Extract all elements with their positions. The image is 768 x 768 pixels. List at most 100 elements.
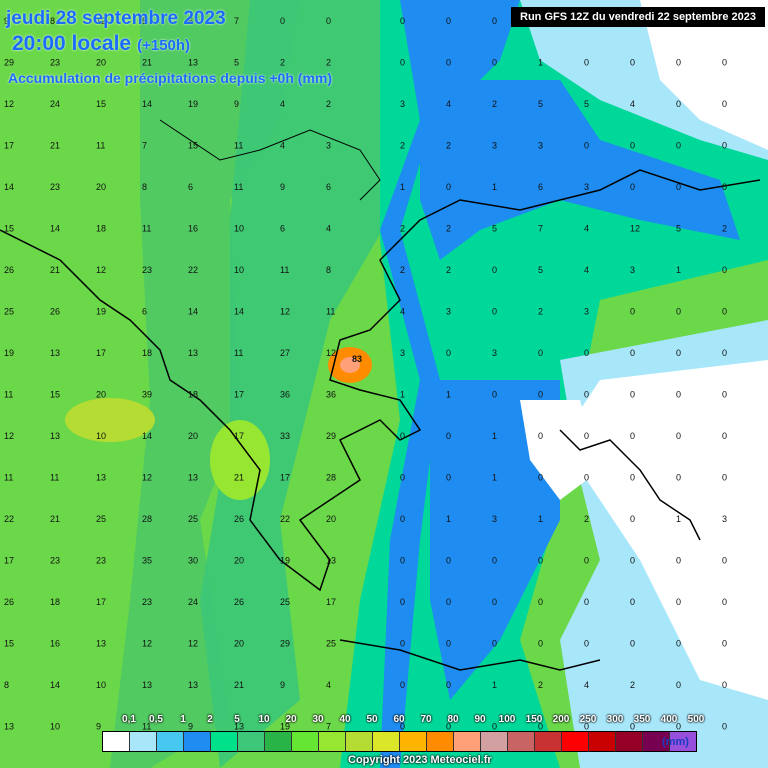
grid-value: 23	[50, 58, 60, 68]
dry-zone-east	[560, 360, 768, 700]
grid-value: 19	[280, 556, 290, 566]
grid-value: 2	[446, 224, 451, 234]
grid-value: 0	[722, 99, 727, 109]
grid-value: 22	[4, 514, 14, 524]
grid-value: 8	[142, 182, 147, 192]
grid-value: 25	[96, 514, 106, 524]
grid-value: 2	[630, 680, 635, 690]
grid-value: 22	[188, 265, 198, 275]
grid-value: 0	[400, 680, 405, 690]
low-precip-band	[380, 0, 520, 768]
grid-value: 0	[630, 307, 635, 317]
grid-value: 0	[630, 514, 635, 524]
grid-value: 0	[400, 431, 405, 441]
grid-value: 13	[326, 556, 336, 566]
grid-value: 15	[188, 141, 198, 151]
grid-value: 10	[96, 431, 106, 441]
grid-value: 0	[538, 473, 543, 483]
grid-value: 26	[50, 307, 60, 317]
grid-value: 6	[280, 224, 285, 234]
grid-value: 5	[492, 224, 497, 234]
grid-value: 7	[142, 141, 147, 151]
grid-value: 19	[188, 99, 198, 109]
grid-value: 10	[234, 224, 244, 234]
grid-value: 24	[188, 597, 198, 607]
copyright: Copyright 2023 Meteociel.fr	[348, 754, 492, 766]
grid-value: 21	[234, 473, 244, 483]
grid-value: 13	[188, 680, 198, 690]
legend-swatch	[184, 732, 211, 751]
grid-value: 0	[630, 348, 635, 358]
grid-value: 0	[584, 390, 589, 400]
peak-precip-core	[340, 357, 360, 373]
grid-value: 0	[280, 16, 285, 26]
time-offset: (+150h)	[137, 37, 191, 54]
grid-value: 28	[326, 473, 336, 483]
border-line	[159, 119, 381, 201]
grid-value: 14	[188, 307, 198, 317]
grid-value: 0	[630, 597, 635, 607]
grid-value: 3	[584, 182, 589, 192]
legend-swatch	[589, 732, 616, 751]
grid-value: 1	[492, 473, 497, 483]
grid-value: 0	[538, 597, 543, 607]
legend-tick-label: 60	[393, 714, 405, 725]
legend-tick-label: 10	[258, 714, 270, 725]
legend-tick-label: 0,5	[149, 714, 163, 725]
grid-value: 0	[630, 182, 635, 192]
grid-value: 0	[492, 58, 497, 68]
map-subtitle: Accumulation de précipitations depuis +0…	[8, 70, 332, 86]
grid-value: 30	[188, 556, 198, 566]
grid-value: 13	[50, 431, 60, 441]
grid-value: 14	[50, 680, 60, 690]
grid-value: 2	[446, 141, 451, 151]
grid-value: 12	[188, 639, 198, 649]
grid-value: 10	[96, 680, 106, 690]
grid-value: 0	[584, 722, 589, 732]
grid-value: 0	[722, 390, 727, 400]
grid-value: 0	[492, 556, 497, 566]
grid-value: 0	[492, 597, 497, 607]
grid-value: 0	[446, 58, 451, 68]
grid-value: 0	[584, 58, 589, 68]
legend-swatch	[130, 732, 157, 751]
peak-value: 83	[352, 354, 362, 364]
grid-value: 0	[630, 58, 635, 68]
grid-value: 11	[326, 307, 335, 317]
grid-value: 35	[142, 556, 152, 566]
low-precip-band-north	[420, 80, 740, 260]
grid-value: 4	[280, 99, 285, 109]
grid-value: 6	[538, 182, 543, 192]
grid-value: 15	[4, 224, 14, 234]
grid-value: 21	[142, 58, 152, 68]
grid-value: 0	[400, 473, 405, 483]
grid-value: 20	[96, 182, 106, 192]
grid-value: 0	[676, 639, 681, 649]
grid-value: 21	[50, 141, 60, 151]
grid-value: 5	[234, 58, 239, 68]
grid-value: 0	[446, 597, 451, 607]
grid-value: 19	[96, 307, 106, 317]
grid-value: 11	[280, 265, 289, 275]
grid-value: 11	[4, 390, 13, 400]
grid-value: 0	[630, 473, 635, 483]
grid-value: 5	[538, 265, 543, 275]
grid-value: 17	[280, 473, 290, 483]
grid-value: 0	[326, 16, 331, 26]
grid-value: 13	[96, 473, 106, 483]
grid-value: 0	[492, 639, 497, 649]
grid-value: 2	[538, 680, 543, 690]
grid-value: 22	[280, 514, 290, 524]
grid-value: 0	[676, 348, 681, 358]
grid-value: 0	[400, 58, 405, 68]
grid-value: 2	[492, 99, 497, 109]
grid-value: 21	[234, 680, 244, 690]
grid-value: 0	[722, 307, 727, 317]
grid-value: 0	[446, 182, 451, 192]
grid-value: 0	[630, 141, 635, 151]
value-grid: 9 8 12 5 6 7 0 029 23 20 21 13 5 2 212 24 15 14 19 9 4 217 21 1…	[4, 16, 336, 732]
grid-value: 2	[400, 265, 405, 275]
grid-value: 0	[400, 514, 405, 524]
legend-tick-label: 50	[366, 714, 378, 725]
grid-value: 0	[492, 307, 497, 317]
